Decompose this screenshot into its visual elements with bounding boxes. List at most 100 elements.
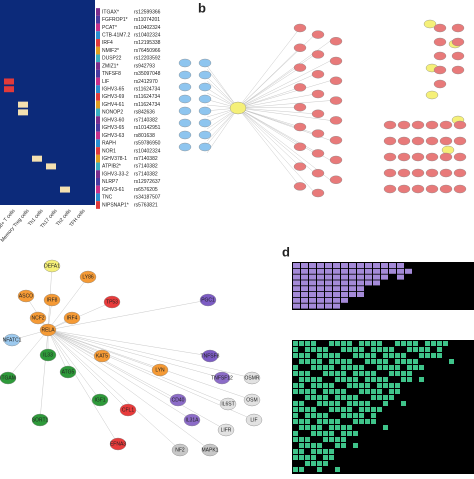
- network-edge: [204, 107, 239, 148]
- network-node: [59, 365, 77, 379]
- heatmap-cell: [305, 461, 310, 466]
- heatmap-cell: [311, 425, 316, 430]
- heatmap-cell: [335, 359, 340, 364]
- heatmap-cell: [305, 359, 310, 364]
- heatmap-cell: [395, 365, 400, 370]
- network-edge: [237, 27, 301, 109]
- heatmap-cell: [353, 371, 358, 376]
- network-edge: [47, 329, 211, 451]
- network-node: [243, 393, 261, 407]
- network-node: [329, 96, 343, 105]
- heatmap-cell: [349, 280, 356, 286]
- heatmap-cell: [401, 341, 406, 346]
- heatmap-cell: [293, 274, 300, 280]
- node-label: EFNA3: [110, 441, 126, 447]
- network-node: [453, 136, 467, 146]
- gene-label: DUSP22: [102, 56, 122, 62]
- network-node: [293, 23, 307, 33]
- heatmap-cell: [317, 401, 322, 406]
- heatmap-cell: [305, 341, 310, 346]
- snp-label: rs11624734: [134, 87, 160, 93]
- heatmap-cell: [357, 263, 364, 268]
- network-edge: [47, 329, 255, 421]
- gene-label: CTB-41M7.2: [102, 32, 131, 38]
- heatmap-cell: [383, 353, 388, 358]
- network-node: [411, 120, 425, 130]
- panel-label: d: [282, 244, 290, 259]
- heatmap-cell: [353, 347, 358, 352]
- heatmap-cell: [381, 268, 388, 274]
- network-node: [311, 109, 325, 119]
- gene-label: IGHV3-61: [102, 187, 124, 193]
- network-node: [453, 120, 467, 130]
- heatmap-cell: [449, 359, 454, 364]
- network-node: [311, 168, 325, 178]
- network-node: [329, 135, 343, 145]
- network-node: [411, 184, 425, 194]
- gene-label: IRF4: [102, 40, 113, 46]
- network-node: [201, 349, 219, 363]
- network-node: [329, 76, 343, 86]
- network-node: [201, 443, 219, 457]
- color-bar: [96, 162, 100, 171]
- heatmap-cell: [293, 371, 298, 376]
- node-label: KAT5: [96, 353, 108, 359]
- color-bar: [96, 131, 100, 140]
- network-edge: [237, 80, 331, 109]
- heatmap-cell: [365, 263, 372, 268]
- heatmap-cell: [359, 419, 364, 424]
- heatmap-cell: [299, 377, 304, 382]
- network-node: [425, 184, 439, 194]
- network-node: [411, 152, 425, 162]
- heatmap-cell: [371, 377, 376, 382]
- network-edge: [237, 107, 301, 167]
- heatmap-cell: [347, 431, 352, 436]
- color-bar: [96, 39, 100, 47]
- network-node: [109, 437, 127, 451]
- color-bar: [96, 177, 100, 186]
- heatmap-cell: [341, 347, 346, 352]
- heatmap-cell: [365, 389, 370, 394]
- network-node: [293, 102, 307, 112]
- heatmap-cell: [341, 365, 346, 370]
- heatmap-cell: [293, 431, 298, 436]
- node-label: IRF8: [47, 297, 58, 303]
- network-node: [0, 371, 17, 385]
- color-bar: [96, 123, 100, 132]
- network-node: [453, 168, 467, 178]
- gene-label: ITGAX*: [102, 9, 119, 15]
- heatmap-cell: [323, 395, 328, 400]
- network-node: [245, 413, 263, 427]
- gene-label: NMIF2*: [102, 48, 119, 54]
- snp-label: rs10142951: [134, 125, 161, 131]
- network-edge: [237, 87, 301, 109]
- network-edge: [47, 329, 227, 431]
- heatmap-cell: [383, 383, 388, 388]
- heatmap-cell: [46, 163, 56, 170]
- heatmap-cell: [293, 286, 300, 292]
- snp-label: rs12195338: [134, 40, 161, 46]
- node-label: MAPK1: [202, 447, 219, 453]
- heatmap-cell: [317, 383, 322, 388]
- network-node: [311, 50, 325, 59]
- network-node: [451, 23, 465, 33]
- heatmap-cell: [335, 371, 340, 376]
- heatmap-cell: [419, 365, 424, 370]
- heatmap-cell: [357, 286, 364, 292]
- heatmap-cell: [323, 449, 328, 454]
- color-bar: [96, 15, 100, 24]
- network-node: [151, 363, 169, 377]
- heatmap-cell: [377, 347, 382, 352]
- gene-label: RAPH: [102, 141, 116, 147]
- heatmap-cell: [389, 389, 394, 394]
- heatmap-cell: [317, 431, 322, 436]
- heatmap-cell: [311, 431, 316, 436]
- network-node: [425, 120, 439, 130]
- heatmap-cell: [389, 383, 394, 388]
- color-bar: [96, 93, 100, 101]
- heatmap-cell: [373, 268, 380, 274]
- heatmap-cell: [317, 395, 322, 400]
- network-edge: [47, 329, 253, 379]
- heatmap-cell: [311, 413, 316, 418]
- snp-label: rs7140382: [134, 117, 158, 123]
